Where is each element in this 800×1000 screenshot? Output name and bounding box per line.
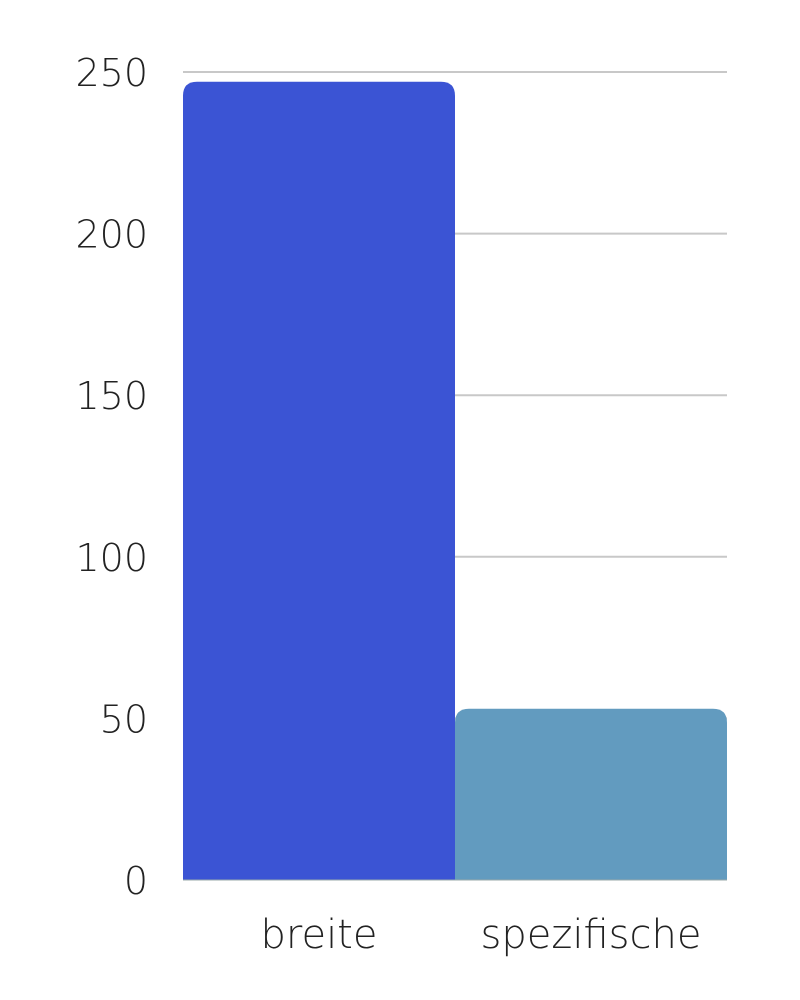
bar-spezifische xyxy=(455,708,727,880)
y-tick-label: 150 xyxy=(75,374,148,418)
bar-breite xyxy=(183,81,455,881)
y-tick-label: 50 xyxy=(100,697,148,741)
y-tick-label: 100 xyxy=(75,536,148,580)
y-tick-label: 0 xyxy=(124,859,148,903)
x-tick-label: spezifische xyxy=(481,912,702,958)
y-tick-label: 200 xyxy=(75,213,148,257)
y-axis-ticks: 0 50 100 150 200 250 xyxy=(75,51,148,903)
bars xyxy=(183,81,727,881)
x-tick-label: breite xyxy=(261,912,378,958)
y-tick-label: 250 xyxy=(75,51,148,95)
x-axis-labels: breite spezifische xyxy=(261,912,702,958)
